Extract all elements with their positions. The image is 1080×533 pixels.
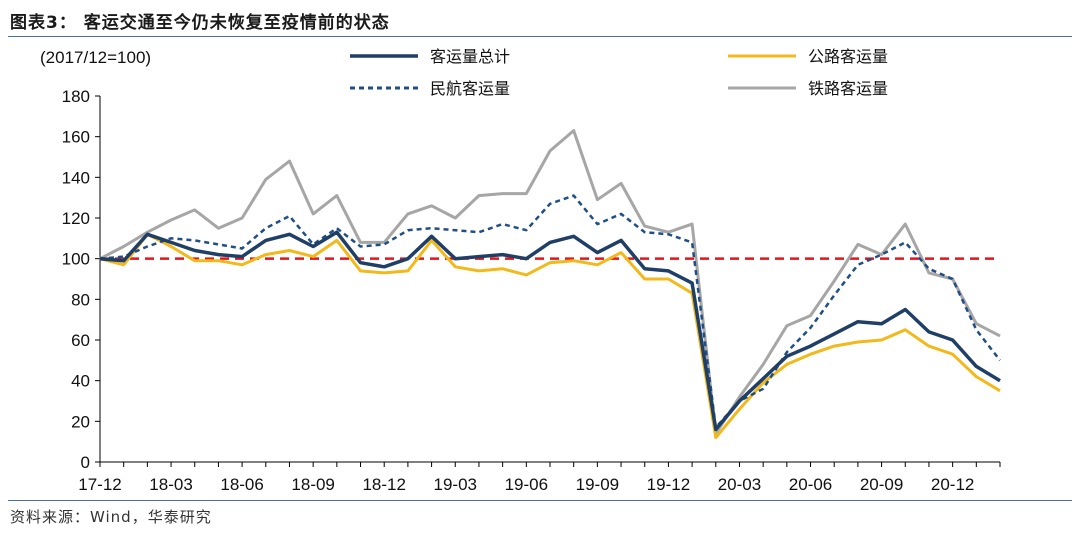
x-tick-label: 20-12 [931,475,974,494]
legend-label-2: 公路客运量 [808,47,888,66]
y-tick-label: 0 [81,453,90,472]
series-group [99,129,1001,440]
series-line-3 [99,129,1001,435]
unit-label: (2017/12=100) [40,48,151,67]
x-tick-label: 20-03 [718,475,761,494]
legend-label-1: 民航客运量 [430,79,510,98]
y-tick-label: 160 [62,128,90,147]
x-tick-label: 19-09 [576,475,619,494]
x-tick-label: 18-12 [362,475,405,494]
x-tick-label: 18-03 [149,475,192,494]
series-line-1 [99,194,1001,429]
top-rule [8,36,1072,37]
figure-title: 图表3： 客运交通至今仍未恢复至疫情前的状态 [10,13,390,33]
x-tick-label: 20-06 [789,475,832,494]
x-tick-label: 18-09 [291,475,334,494]
y-tick-label: 100 [62,250,90,269]
legend-label-3: 铁路客运量 [808,79,888,98]
legend-label-0: 客运量总计 [430,47,510,66]
bottom-rule [8,500,1072,501]
y-tick-label: 20 [71,412,90,431]
y-tick-label: 180 [62,87,90,106]
axes: 0 20 40 60 80 100 120 140 160 180 17-12 18-03 18-06 1… [62,87,1001,494]
x-tick-label: 19-06 [505,475,548,494]
x-tick-label: 18-06 [220,475,263,494]
y-tick-label: 140 [62,168,90,187]
figure-header: 图表3： 客运交通至今仍未恢复至疫情前的状态 [0,0,1080,38]
source-note: 资料来源：Wind，华泰研究 [10,508,212,526]
series-line-2 [99,232,1001,440]
y-tick-label: 80 [71,290,90,309]
y-tick-label: 120 [62,209,90,228]
x-tick-label: 17-12 [78,475,121,494]
x-tick-label: 19-03 [434,475,477,494]
series-line-0 [99,230,1001,432]
x-tick-label: 19-12 [647,475,690,494]
y-tick-label: 40 [71,372,90,391]
x-tick-label: 20-09 [860,475,903,494]
y-tick-label: 60 [71,331,90,350]
